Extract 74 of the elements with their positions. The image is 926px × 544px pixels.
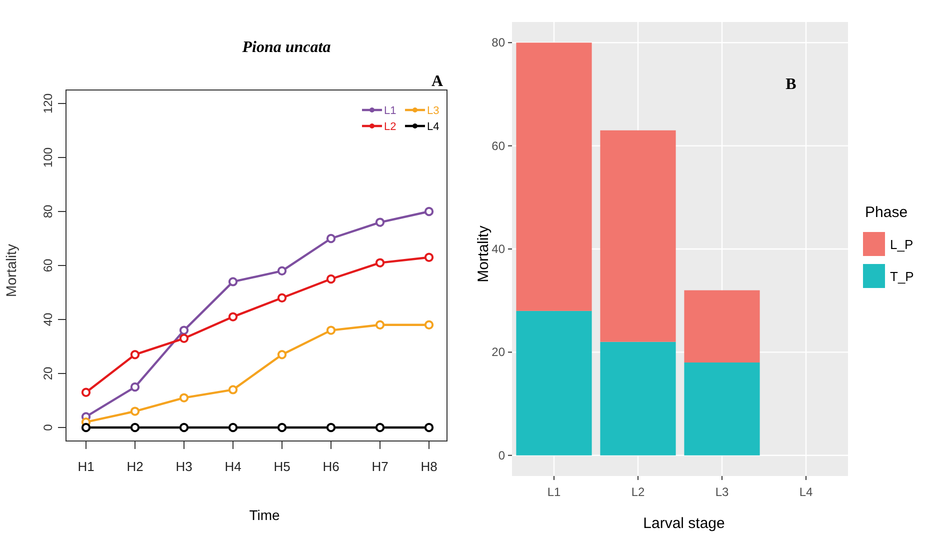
y-tick-label: 0 <box>41 424 55 431</box>
y-tick-label: 0 <box>498 448 506 462</box>
bar <box>516 42 592 311</box>
y-tick-label: 60 <box>492 138 506 153</box>
x-tick-label: L2 <box>631 485 645 499</box>
bar <box>600 130 676 342</box>
bar <box>684 362 760 456</box>
legend-title: Phase <box>865 204 908 221</box>
y-tick-label: 20 <box>41 366 55 380</box>
point <box>130 382 140 392</box>
x-tick-label: H3 <box>176 459 192 474</box>
x-tick-label: H7 <box>372 459 388 474</box>
annotation: A <box>431 73 444 90</box>
x-axis-title: Time <box>249 507 280 523</box>
y-tick-label: 60 <box>41 258 55 272</box>
point <box>277 350 287 360</box>
x-tick-label: H2 <box>126 459 144 474</box>
point <box>424 320 434 330</box>
legend-label: L3 <box>427 105 440 117</box>
point <box>375 320 385 330</box>
point <box>326 422 336 432</box>
legend-label: L4 <box>427 121 440 133</box>
x-tick-label: L1 <box>547 485 561 499</box>
point <box>326 274 336 284</box>
point <box>179 334 189 343</box>
point <box>326 234 336 244</box>
bar <box>516 310 592 456</box>
legend-label: T_P <box>890 269 914 284</box>
annotation: B <box>786 76 797 93</box>
y-tick-label: 120 <box>41 93 55 114</box>
x-tick-label: H5 <box>274 459 290 474</box>
point <box>228 277 238 286</box>
point <box>277 422 287 432</box>
y-axis-title: Mortality <box>475 225 492 282</box>
y-axis-title: Mortality <box>3 244 19 297</box>
point <box>375 258 385 268</box>
point <box>277 266 287 276</box>
x-tick-label: H8 <box>420 459 438 474</box>
point <box>424 206 434 216</box>
legend-label: L2 <box>384 121 396 133</box>
y-tick-label: 40 <box>492 242 506 256</box>
x-tick-label: L3 <box>715 485 729 499</box>
x-tick-label: H6 <box>322 459 340 474</box>
point <box>424 422 434 432</box>
legend-label: L1 <box>384 105 396 117</box>
point <box>375 422 385 432</box>
point <box>179 422 189 432</box>
x-tick-label: L4 <box>799 485 813 499</box>
point <box>81 422 91 432</box>
y-tick-label: 100 <box>41 147 55 168</box>
y-tick-label: 40 <box>41 312 55 326</box>
legend-label: L_P <box>890 237 914 252</box>
y-tick-label: 20 <box>492 345 506 360</box>
point <box>326 326 336 335</box>
point <box>228 312 238 322</box>
point <box>228 385 238 394</box>
point <box>130 406 140 416</box>
point <box>179 393 189 402</box>
y-tick-label: 80 <box>492 36 506 50</box>
point <box>228 422 238 432</box>
point <box>424 252 434 262</box>
point <box>130 422 140 432</box>
point <box>179 326 189 335</box>
x-axis-title: Larval stage <box>643 515 725 532</box>
x-tick-label: H1 <box>78 459 94 474</box>
point <box>130 350 140 360</box>
point <box>277 293 287 302</box>
point <box>375 218 385 227</box>
chart-title: Piona uncata <box>241 39 331 56</box>
bar <box>600 342 676 456</box>
point <box>81 388 91 397</box>
bar <box>684 290 760 362</box>
y-tick-label: 80 <box>41 204 55 218</box>
x-tick-label: H4 <box>224 459 242 474</box>
